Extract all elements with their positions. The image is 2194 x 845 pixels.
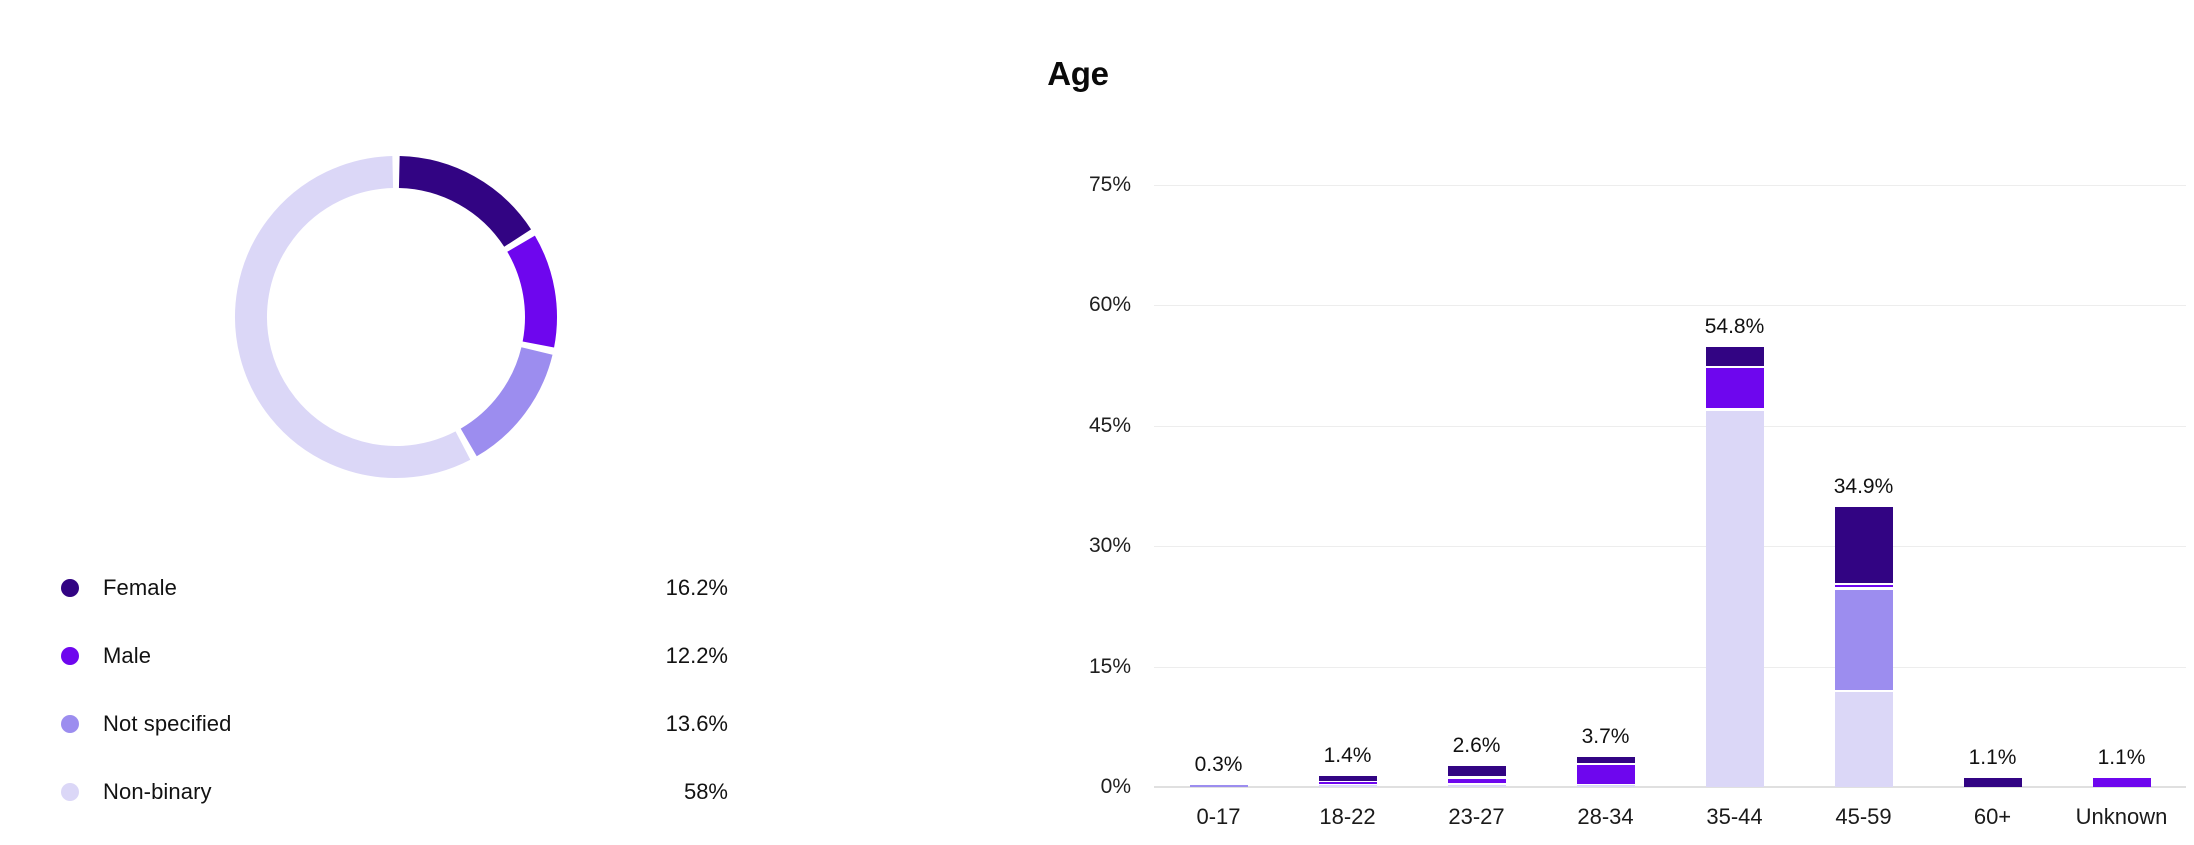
bar-segment-female[interactable] bbox=[1705, 347, 1764, 366]
gridline-75 bbox=[1154, 185, 2186, 186]
bar-segment-non-binary[interactable] bbox=[1447, 785, 1506, 787]
y-tick-label: 15% bbox=[1088, 654, 1131, 678]
bar-35-44 bbox=[1705, 347, 1764, 787]
legend-item-male[interactable]: Male 12.2% bbox=[61, 642, 728, 670]
bar-0-17 bbox=[1189, 784, 1248, 787]
gridline-60 bbox=[1154, 305, 2186, 307]
x-axis-line bbox=[1154, 786, 2186, 788]
x-tick-label-unknown: Unknown bbox=[2075, 804, 2168, 829]
age-chart-x-axis: 0-17 18-22 23-27 28-34 35-44 45-59 60+ Unknown bbox=[1154, 805, 2186, 835]
bar-segment-male[interactable] bbox=[2092, 778, 2151, 787]
legend-value: 16.2% bbox=[665, 575, 728, 600]
bar-value-label: 1.1% bbox=[1968, 746, 2017, 770]
bar-value-label: 1.1% bbox=[2097, 746, 2146, 770]
bar-segment-female[interactable] bbox=[1447, 766, 1506, 777]
bar-value-label: 0.3% bbox=[1194, 752, 1243, 776]
bar-60+ bbox=[1963, 778, 2022, 787]
y-tick-label: 30% bbox=[1088, 534, 1131, 558]
bar-value-label: 34.9% bbox=[1833, 474, 1894, 498]
donut-segment-female[interactable] bbox=[398, 156, 532, 248]
x-tick-label-35-44: 35-44 bbox=[1706, 804, 1763, 829]
legend-item-not-specified[interactable]: Not specified 13.6% bbox=[61, 710, 728, 738]
bar-segment-non-binary[interactable] bbox=[1705, 410, 1764, 787]
bar-23-27 bbox=[1447, 766, 1506, 787]
bar-segment-female[interactable] bbox=[1318, 775, 1377, 782]
legend-label: Female bbox=[103, 575, 177, 600]
legend-dot-non-binary bbox=[61, 783, 79, 801]
x-tick-label-0-17: 0-17 bbox=[1196, 804, 1241, 829]
gender-donut-chart bbox=[235, 156, 557, 478]
legend-value: 58% bbox=[683, 779, 728, 804]
bar-segment-non-binary[interactable] bbox=[1834, 692, 1893, 787]
bar-value-label: 3.7% bbox=[1581, 725, 1630, 749]
gridline-30 bbox=[1154, 546, 2186, 548]
bar-value-label: 1.4% bbox=[1323, 743, 1372, 767]
legend-value: 13.6% bbox=[665, 711, 728, 736]
donut-segment-non-binary[interactable] bbox=[235, 156, 471, 478]
bar-segment-non-binary[interactable] bbox=[1318, 785, 1377, 787]
x-tick-label-18-22: 18-22 bbox=[1319, 804, 1376, 829]
x-tick-label-45-59: 45-59 bbox=[1835, 804, 1892, 829]
legend-label: Male bbox=[103, 643, 152, 668]
gridline-15 bbox=[1154, 666, 2186, 668]
bar-45-59 bbox=[1834, 506, 1893, 787]
x-tick-label-60+: 60+ bbox=[1973, 804, 2012, 829]
legend-dot-male bbox=[61, 647, 79, 665]
bar-segment-male[interactable] bbox=[1834, 584, 1893, 588]
bar-segment-male[interactable] bbox=[1576, 765, 1635, 784]
bar-28-34 bbox=[1576, 757, 1635, 787]
bar-segment-female[interactable] bbox=[1963, 778, 2022, 787]
age-chart-plot-area: 0.3% 1.4% 2.6% 3.7% 54.8% 34.9% 1.1% 1.1% bbox=[1154, 185, 2186, 788]
bar-value-label: 2.6% bbox=[1452, 734, 1501, 758]
bar-18-22 bbox=[1318, 775, 1377, 787]
x-tick-label-28-34: 28-34 bbox=[1577, 804, 1634, 829]
bar-segment-male[interactable] bbox=[1447, 778, 1506, 784]
gender-legend: Female 16.2% Male 12.2% Not specified 13… bbox=[61, 574, 728, 845]
y-tick-label: 45% bbox=[1088, 413, 1131, 437]
bar-segment-non-binary[interactable] bbox=[1576, 785, 1635, 787]
bar-segment-male[interactable] bbox=[1705, 368, 1764, 409]
bar-unknown bbox=[2092, 778, 2151, 787]
age-chart-title: Age bbox=[1047, 55, 1109, 92]
age-chart-y-axis: 75% 60% 45% 30% 15% 0% bbox=[1031, 174, 1131, 798]
y-tick-label: 75% bbox=[1088, 173, 1131, 196]
y-tick-label: 60% bbox=[1088, 293, 1131, 317]
donut-segment-not-specified[interactable] bbox=[460, 346, 553, 457]
bar-segment-female[interactable] bbox=[1834, 506, 1893, 584]
bar-value-label: 54.8% bbox=[1704, 315, 1765, 339]
bar-segment-not-specified[interactable] bbox=[1834, 589, 1893, 690]
y-tick-label: 0% bbox=[1100, 775, 1131, 798]
x-tick-label-23-27: 23-27 bbox=[1448, 804, 1505, 829]
legend-dot-female bbox=[61, 579, 79, 597]
legend-item-female[interactable]: Female 16.2% bbox=[61, 574, 728, 602]
gridline-45 bbox=[1154, 425, 2186, 427]
legend-dot-not-specified bbox=[61, 715, 79, 733]
bar-segment-female[interactable] bbox=[1576, 757, 1635, 763]
bar-segment-not-specified[interactable] bbox=[1189, 784, 1248, 787]
legend-value: 12.2% bbox=[665, 643, 728, 668]
legend-label: Not specified bbox=[103, 711, 232, 736]
bar-segment-male[interactable] bbox=[1318, 782, 1377, 784]
legend-label: Non-binary bbox=[103, 779, 212, 804]
legend-item-non-binary[interactable]: Non-binary 58% bbox=[61, 778, 728, 806]
donut-segment-male[interactable] bbox=[507, 235, 557, 348]
